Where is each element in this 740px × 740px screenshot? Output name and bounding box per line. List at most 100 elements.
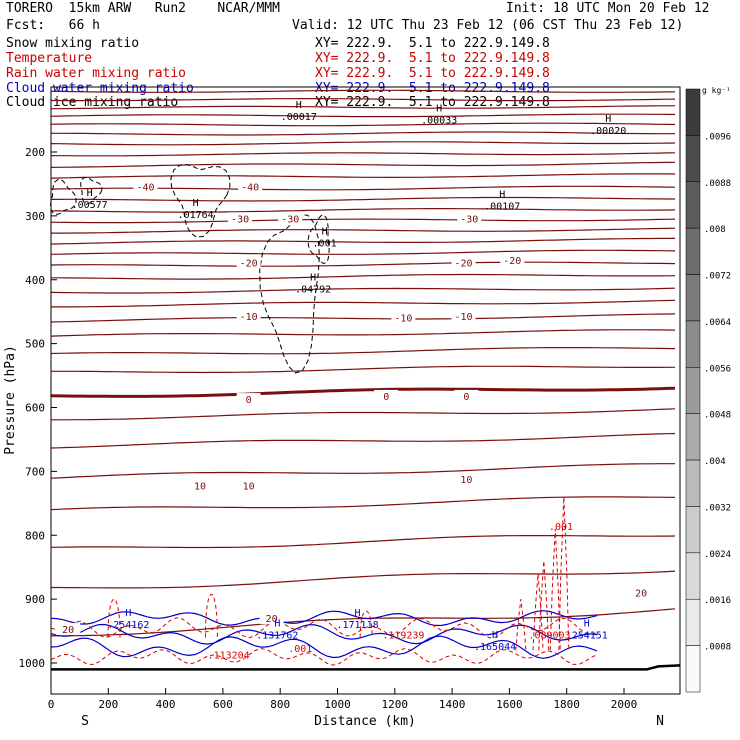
- cloud-water-max-label: .171118: [336, 620, 378, 631]
- colorbar-label: .0072: [704, 272, 731, 282]
- temperature-label: -10: [455, 312, 473, 323]
- isotherm-line: [50, 89, 676, 93]
- temperature-label-bg: [133, 180, 158, 193]
- temperature-label: 10: [460, 475, 472, 486]
- x-axis-label: Distance (km): [314, 714, 416, 729]
- isotherm-line: [51, 299, 676, 308]
- colorbar-label: .0008: [704, 643, 731, 653]
- ice-contour: [80, 176, 103, 205]
- ground-surface: [51, 664, 681, 671]
- colorbar-segment: [685, 367, 701, 414]
- legend-temperature-xy: XY= 222.9. 5.1 to 222.9.149.8: [315, 51, 550, 66]
- isotherm-line: [51, 273, 676, 280]
- rain-water-contours: [50, 496, 598, 666]
- rain-label: .001: [288, 644, 312, 655]
- colorbar-segment: [685, 320, 701, 368]
- legend-snow: Snow mixing ratio: [6, 36, 140, 51]
- isotherm-line: [51, 365, 675, 374]
- isotherm-line: [50, 122, 676, 127]
- isotherm-line: [50, 161, 676, 168]
- ice-max-marker: H: [499, 189, 505, 200]
- rain-bump-contour: [359, 610, 373, 638]
- colorbar-segment: [685, 645, 701, 693]
- legend-rain: Rain water mixing ratio: [6, 66, 187, 81]
- isotherm-line: [51, 408, 676, 421]
- temperature-label-bg: [629, 586, 654, 599]
- isotherm-line: [51, 570, 676, 589]
- rain-spike-contour: [515, 599, 527, 651]
- isotherm-line: [50, 463, 675, 479]
- ice-max-label: .001: [313, 239, 337, 250]
- rain-spike-contour: [538, 560, 550, 651]
- temperature-label-bg: [500, 253, 525, 266]
- temperature-label-bg: [278, 212, 303, 225]
- temperature-label: 0: [463, 392, 469, 403]
- ice-max-marker: H: [605, 114, 611, 125]
- x-tick-label: 1800: [553, 698, 580, 711]
- valid-time: Valid: 12 UTC Thu 23 Feb 12 (06 CST Thu …: [292, 18, 684, 33]
- temperature-label: 0: [383, 392, 389, 403]
- colorbar: .0096 .0088 .008 .0072 .0064 .0056 .0048 .004 .0…: [685, 86, 731, 693]
- ground-line: [51, 664, 681, 671]
- ice-contour: [170, 163, 231, 238]
- x-tick-label: 1600: [496, 698, 523, 711]
- isotherm-line: [51, 98, 676, 102]
- isotherm-line: [50, 496, 676, 511]
- rain-label: .001: [549, 522, 573, 533]
- ice-contour: [307, 214, 330, 265]
- ice-max-marker: H: [87, 188, 93, 199]
- x-tick-label: 0: [48, 698, 55, 711]
- y-tick-label: 500: [25, 338, 45, 351]
- colorbar-label: .0016: [704, 596, 731, 606]
- header-title: TORERO 15km ARW Run2 NCAR/MMM: [6, 1, 280, 16]
- colorbar-label: .0024: [704, 550, 731, 560]
- ice-contour: [259, 214, 320, 374]
- colorbar-label: .0088: [704, 179, 731, 189]
- colorbar-label: .0064: [704, 318, 731, 328]
- temperature-label-bg: [236, 479, 261, 492]
- plot-frame: [50, 86, 681, 695]
- temperature-label: -10: [240, 312, 258, 323]
- colorbar-label: .008: [704, 225, 726, 235]
- temperature-label: 0: [246, 395, 252, 406]
- ice-max-label: .00017: [281, 112, 317, 123]
- ice-contour: [49, 179, 77, 215]
- temperature-label-bg: [454, 389, 479, 402]
- ice-max-marker: H: [296, 100, 302, 111]
- x-tick-label: 800: [270, 698, 290, 711]
- colorbar-label: .0048: [704, 411, 731, 421]
- ice-max-label: .00020: [590, 126, 626, 137]
- y-axis-label: Pressure (hPa): [3, 345, 18, 455]
- temperature-label: -20: [455, 258, 473, 269]
- temperature-label: -40: [137, 182, 155, 193]
- isotherm-line: [50, 386, 676, 398]
- isotherm-line: [50, 141, 676, 146]
- rain-spike-contour: [532, 573, 544, 651]
- north-label: N: [656, 714, 664, 729]
- x-tick-label: 1200: [382, 698, 409, 711]
- rain-contour: [50, 647, 598, 666]
- rain-label: .089003: [528, 631, 570, 642]
- x-tick-label: 1400: [439, 698, 466, 711]
- y-tick-label: 800: [25, 529, 45, 542]
- x-tick-label: 2000: [611, 698, 638, 711]
- rain-label: .113204: [208, 651, 250, 662]
- colorbar-segment: [685, 88, 701, 136]
- colorbar-label: .0032: [704, 503, 731, 513]
- isotherm-line: [50, 287, 676, 294]
- isotherm-line: [51, 105, 675, 110]
- colorbar-label: .004: [704, 457, 726, 467]
- temperature-label: -30: [460, 214, 478, 225]
- temperature-label-bg: [236, 256, 261, 269]
- colorbar-unit: g kg⁻¹: [702, 86, 731, 95]
- temperature-label-bg: [457, 212, 482, 225]
- isotherm-line: [50, 313, 676, 323]
- temperature-label-bg: [451, 256, 476, 269]
- temperature-label-bg: [391, 311, 416, 324]
- ice-max-label: .04792: [295, 285, 331, 296]
- rain-spike-contour: [549, 528, 561, 651]
- isotherm-line: [50, 152, 676, 157]
- ice-max-marker: H: [193, 198, 199, 209]
- ice-max-label: .00107: [484, 201, 520, 212]
